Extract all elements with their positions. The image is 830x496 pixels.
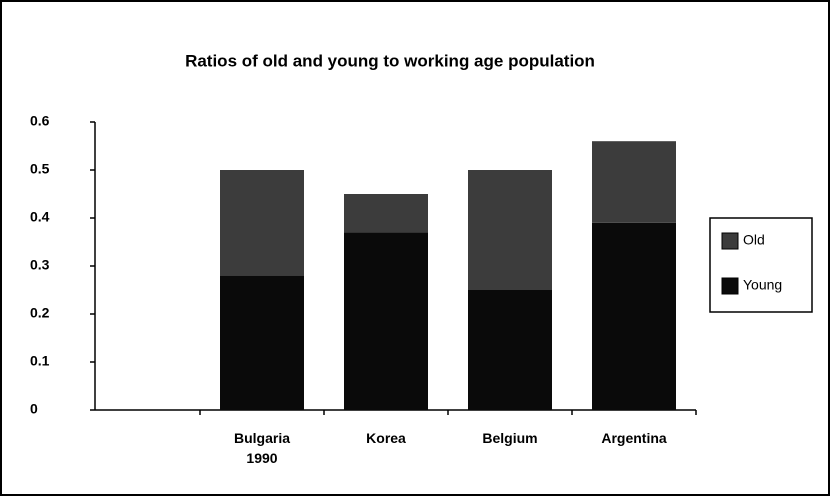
x-tick-label: Korea bbox=[366, 430, 406, 446]
bar-segment bbox=[592, 222, 676, 410]
legend-box bbox=[709, 217, 813, 313]
y-tick-label: 0.5 bbox=[30, 161, 50, 177]
bar-segment bbox=[220, 170, 304, 276]
y-tick-label: 0.3 bbox=[30, 257, 50, 273]
bar-segment bbox=[344, 194, 428, 233]
y-tick-label: 0.1 bbox=[30, 353, 50, 369]
legend-swatch bbox=[721, 232, 739, 250]
x-tick-label: Argentina bbox=[601, 430, 667, 446]
legend-label: Young bbox=[743, 277, 782, 293]
bar-segment bbox=[344, 232, 428, 410]
y-tick-label: 0.6 bbox=[30, 113, 50, 129]
legend-label: Old bbox=[743, 232, 765, 248]
bar-segment bbox=[468, 290, 552, 410]
bar-segment bbox=[592, 141, 676, 223]
legend-swatch bbox=[721, 277, 739, 295]
x-tick-label: Belgium bbox=[482, 430, 538, 446]
chart-title: Ratios of old and young to working age p… bbox=[185, 51, 595, 70]
y-tick-label: 0.4 bbox=[30, 209, 50, 225]
y-tick-label: 0 bbox=[30, 401, 38, 417]
x-tick-label: Bulgaria 1990 bbox=[233, 430, 290, 466]
bar-segment bbox=[468, 170, 552, 290]
bar-segment bbox=[220, 275, 304, 410]
y-tick-label: 0.2 bbox=[30, 305, 50, 321]
